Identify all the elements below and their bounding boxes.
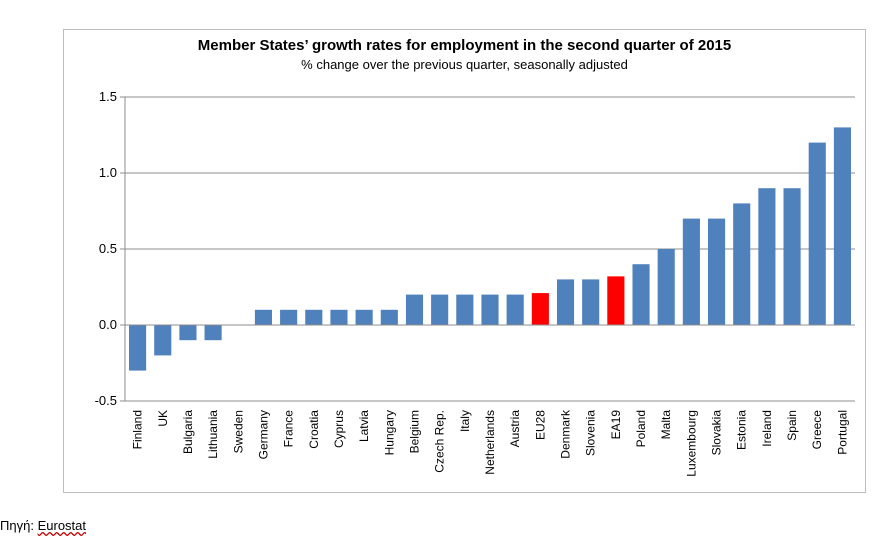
bar-malta <box>657 249 675 325</box>
bar-netherlands <box>481 294 499 325</box>
bar-ea19 <box>607 276 625 325</box>
bar-slovakia <box>707 218 726 325</box>
y-tick-label: 0.0 <box>99 317 117 332</box>
x-category-label: Luxembourg <box>684 410 698 477</box>
bar-croatia <box>305 309 323 325</box>
bar-latvia <box>355 309 373 325</box>
x-category-label: EA19 <box>609 410 623 440</box>
x-category-label: Slovakia <box>710 410 724 456</box>
chart-frame <box>63 29 866 493</box>
x-category-label: Ireland <box>760 410 774 447</box>
x-category-label: Spain <box>785 410 799 441</box>
bar-czech-rep- <box>431 294 449 325</box>
bar-uk <box>154 325 172 356</box>
bar-finland <box>129 325 147 371</box>
x-category-label: UK <box>156 410 170 427</box>
x-category-label: Croatia <box>307 410 321 449</box>
bar-poland <box>632 264 650 325</box>
bar-eu28 <box>531 293 549 325</box>
bar-spain <box>783 188 801 325</box>
x-category-label: Slovenia <box>584 410 598 456</box>
x-category-label: Estonia <box>735 410 749 450</box>
x-category-label: Bulgaria <box>181 410 195 454</box>
x-category-label: Italy <box>458 410 472 432</box>
x-category-label: Finland <box>131 410 145 449</box>
bar-luxembourg <box>682 218 700 325</box>
x-category-label: Austria <box>508 410 522 448</box>
x-category-label: Portugal <box>835 410 849 455</box>
bar-greece <box>808 142 826 325</box>
bar-hungary <box>380 309 398 325</box>
x-category-label: Poland <box>634 410 648 447</box>
bar-bulgaria <box>179 325 197 341</box>
x-category-label: Belgium <box>407 410 421 453</box>
bar-ireland <box>758 188 776 325</box>
y-tick-label: -0.5 <box>95 393 117 408</box>
x-category-label: Sweden <box>231 410 245 453</box>
bar-denmark <box>556 279 575 325</box>
x-category-label: Netherlands <box>483 410 497 475</box>
chart-title: Member States’ growth rates for employme… <box>197 37 732 54</box>
x-category-label: Latvia <box>357 410 371 442</box>
bar-slovenia <box>582 279 600 325</box>
source-link[interactable]: Eurostat <box>37 518 87 533</box>
x-category-label: Hungary <box>382 410 396 455</box>
source-label: Πηγή: <box>0 518 34 533</box>
x-category-label: EU28 <box>533 410 547 440</box>
x-category-label: Denmark <box>559 409 573 459</box>
x-category-label: Malta <box>659 410 673 440</box>
bar-lithuania <box>204 325 222 341</box>
bar-germany <box>254 309 273 325</box>
x-category-label: Czech Rep. <box>433 410 447 473</box>
y-tick-label: 0.5 <box>99 241 117 256</box>
y-tick-label: 1.0 <box>99 165 117 180</box>
bar-portugal <box>833 127 851 326</box>
x-category-label: Cyprus <box>332 410 346 448</box>
x-category-label: France <box>282 410 296 448</box>
chart-subtitle: % change over the previous quarter, seas… <box>301 57 628 72</box>
bar-italy <box>456 294 474 325</box>
bar-belgium <box>405 294 424 325</box>
x-category-label: Greece <box>810 410 824 450</box>
bar-france <box>280 309 298 325</box>
x-category-label: Lithuania <box>206 410 220 459</box>
bar-estonia <box>733 203 751 325</box>
bar-austria <box>506 294 524 325</box>
source-note: Πηγή: Eurostat <box>0 518 86 533</box>
x-category-label: Germany <box>256 410 270 459</box>
bar-cyprus <box>330 309 348 325</box>
y-tick-label: 1.5 <box>99 89 117 104</box>
